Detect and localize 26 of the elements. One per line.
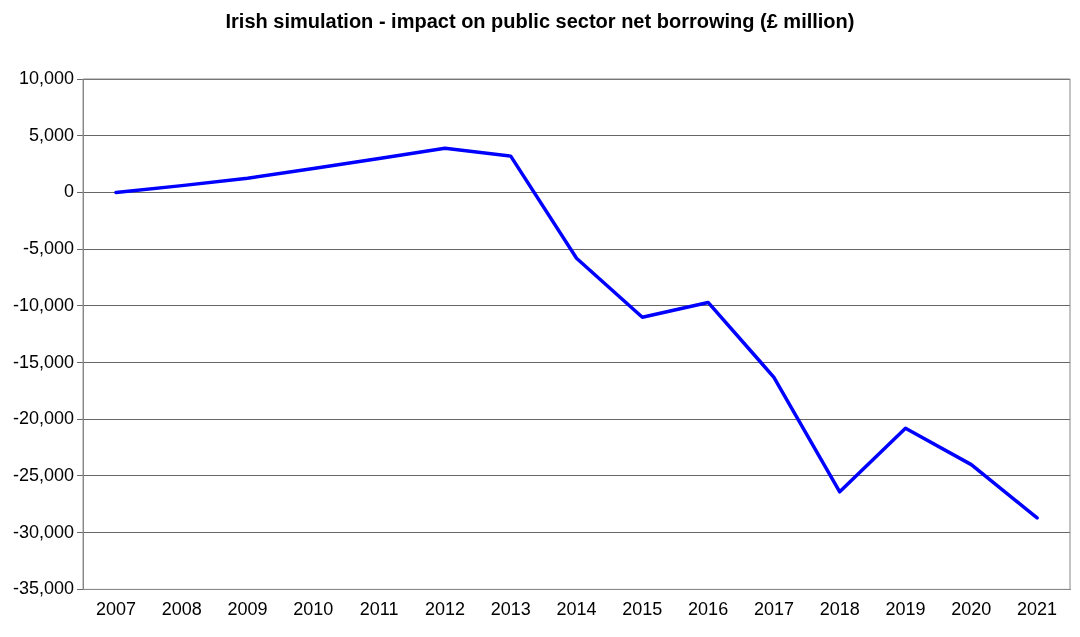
x-tick-label: 2009 bbox=[227, 599, 268, 620]
x-tick-label: 2018 bbox=[819, 599, 860, 620]
x-tick-label: 2010 bbox=[293, 599, 334, 620]
y-tick-label: -5,000 bbox=[23, 238, 75, 259]
x-tick-label: 2008 bbox=[161, 599, 202, 620]
y-tick-label: -20,000 bbox=[12, 408, 75, 429]
x-tick-label: 2011 bbox=[359, 599, 399, 620]
y-tick-label: -15,000 bbox=[12, 351, 75, 372]
x-tick-label: 2020 bbox=[951, 599, 992, 620]
x-tick-label: 2014 bbox=[556, 599, 597, 620]
y-tick-label: -25,000 bbox=[12, 464, 75, 485]
x-tick-label: 2021 bbox=[1017, 599, 1058, 620]
y-tick-label: 5,000 bbox=[29, 124, 75, 145]
x-tick-label: 2015 bbox=[622, 599, 663, 620]
x-tick-label: 2016 bbox=[688, 599, 729, 620]
y-tick-label: -35,000 bbox=[12, 578, 75, 599]
x-tick-label: 2007 bbox=[95, 599, 136, 620]
y-tick-label: 10,000 bbox=[18, 67, 75, 88]
x-tick-label: 2012 bbox=[424, 599, 465, 620]
x-tick-label: 2019 bbox=[885, 599, 926, 620]
chart-title: Irish simulation - impact on public sector net borrowing (£ million) bbox=[225, 9, 855, 32]
x-tick-label: 2013 bbox=[490, 599, 531, 620]
y-tick-label: 0 bbox=[64, 181, 75, 202]
y-tick-label: -10,000 bbox=[12, 294, 75, 315]
y-tick-label: -30,000 bbox=[12, 521, 75, 542]
x-tick-label: 2017 bbox=[753, 599, 794, 620]
